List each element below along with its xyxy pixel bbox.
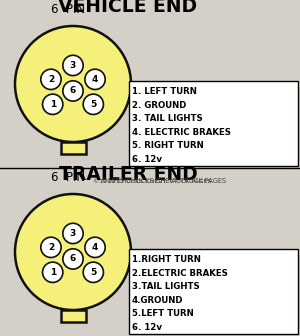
Text: 2. GROUND: 2. GROUND (132, 101, 186, 110)
Text: 6  PIN: 6 PIN (51, 3, 85, 16)
Text: 2: 2 (48, 243, 54, 252)
Text: 1.RIGHT TURN: 1.RIGHT TURN (132, 255, 201, 264)
Text: 6: 6 (70, 86, 76, 95)
Text: 1. LEFT TURN: 1. LEFT TURN (132, 87, 197, 96)
Circle shape (41, 69, 61, 89)
Circle shape (15, 194, 131, 310)
Text: 4. ELECTRIC BRAKES: 4. ELECTRIC BRAKES (132, 128, 231, 137)
Circle shape (83, 94, 104, 115)
Circle shape (41, 237, 61, 257)
Text: ©1999 CHUCKS CHEVY TRUCK PAGES: ©1999 CHUCKS CHEVY TRUCK PAGES (101, 178, 226, 184)
Text: TRAILER END: TRAILER END (58, 165, 197, 184)
Circle shape (85, 237, 105, 257)
Text: ©1999 CHUCKS CHEVY TRUCK PAGES: ©1999 CHUCKS CHEVY TRUCK PAGES (93, 179, 212, 184)
Bar (61, 310, 85, 322)
Text: 5: 5 (90, 268, 96, 277)
Text: VEHICLE END: VEHICLE END (58, 0, 198, 16)
Text: 3: 3 (70, 229, 76, 238)
Circle shape (43, 94, 63, 115)
Circle shape (63, 223, 83, 244)
Circle shape (63, 249, 83, 269)
Text: 6: 6 (70, 254, 76, 263)
Text: 5. RIGHT TURN: 5. RIGHT TURN (132, 141, 204, 150)
Text: 1: 1 (50, 100, 56, 109)
Text: 3. TAIL LIGHTS: 3. TAIL LIGHTS (132, 114, 203, 123)
Text: 4: 4 (92, 243, 98, 252)
Circle shape (83, 262, 104, 283)
Circle shape (63, 55, 83, 76)
Text: 6  PIN: 6 PIN (51, 171, 85, 184)
Circle shape (15, 26, 131, 142)
Text: 2: 2 (48, 75, 54, 84)
Text: 4.GROUND: 4.GROUND (132, 296, 184, 305)
Text: 6. 12v: 6. 12v (132, 323, 162, 332)
Text: 2.ELECTRIC BRAKES: 2.ELECTRIC BRAKES (132, 269, 228, 278)
Bar (129, 249, 298, 334)
Text: 5: 5 (90, 100, 96, 109)
Text: 3: 3 (70, 61, 76, 70)
Text: 1: 1 (50, 268, 56, 277)
Circle shape (43, 262, 63, 283)
Circle shape (63, 81, 83, 101)
Text: 4: 4 (92, 75, 98, 84)
Text: 6. 12v: 6. 12v (132, 155, 162, 164)
Bar (129, 81, 298, 166)
Bar (61, 142, 85, 154)
Text: 3.TAIL LIGHTS: 3.TAIL LIGHTS (132, 282, 200, 291)
Text: 5.LEFT TURN: 5.LEFT TURN (132, 309, 194, 318)
Circle shape (85, 69, 105, 89)
